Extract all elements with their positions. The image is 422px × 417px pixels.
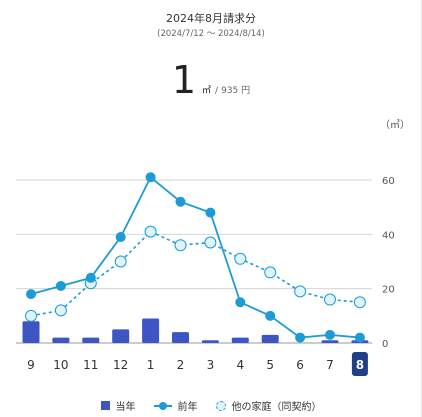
data-point-other-households — [294, 285, 307, 298]
data-point-previous-year — [205, 207, 216, 218]
data-point-other-households — [144, 225, 157, 238]
legend-other-households: 他の家庭（同契約） — [215, 398, 322, 413]
data-point-previous-year — [235, 297, 246, 308]
legend-bar-swatch — [100, 401, 110, 410]
data-point-previous-year — [295, 332, 306, 343]
data-point-previous-year — [265, 310, 276, 321]
bar — [231, 337, 249, 343]
bar — [112, 329, 130, 343]
bar — [142, 318, 160, 343]
data-point-previous-year — [354, 332, 365, 343]
data-point-previous-year — [145, 172, 156, 183]
data-point-other-households — [324, 293, 336, 306]
x-tick-label: 10 — [53, 358, 68, 372]
legend-current-year: 当年 — [100, 398, 136, 413]
chart-legend: 当年 前年 他の家庭（同契約） — [0, 398, 422, 413]
y-tick-label: 40 — [382, 230, 395, 241]
x-tick-label: 7 — [326, 358, 334, 372]
x-tick-label: 8 — [356, 358, 364, 372]
legend-line-swatch — [153, 401, 172, 411]
data-point-other-households — [25, 309, 37, 322]
data-point-previous-year — [26, 289, 36, 300]
bar — [261, 334, 279, 343]
data-point-other-households — [114, 255, 127, 268]
legend-dashed-swatch — [215, 400, 226, 411]
y-tick-label: 0 — [382, 339, 388, 350]
data-point-other-households — [353, 296, 366, 309]
series-line-previous-year — [30, 175, 360, 339]
x-tick-label: 12 — [113, 358, 128, 372]
bar — [82, 337, 100, 343]
x-tick-label: 4 — [236, 358, 244, 372]
selected-month-highlight — [351, 352, 368, 376]
bar — [172, 332, 189, 343]
data-point-other-households — [234, 252, 247, 265]
x-tick-label: 11 — [83, 358, 98, 372]
data-point-previous-year — [115, 232, 126, 243]
y-axis-unit: （㎥） — [380, 120, 410, 131]
data-point-previous-year — [55, 280, 66, 291]
legend-previous-year-label: 前年 — [177, 402, 198, 413]
usage-price: 935 円 — [221, 86, 251, 96]
series-line-other-households — [30, 230, 360, 317]
x-tick-label: 5 — [266, 358, 274, 372]
data-point-previous-year — [325, 329, 335, 340]
bar — [321, 340, 339, 343]
x-tick-label: 6 — [296, 358, 304, 372]
legend-current-year-label: 当年 — [115, 402, 136, 413]
y-tick-label: 60 — [382, 176, 395, 187]
data-point-other-households — [174, 239, 187, 252]
data-point-other-households — [264, 266, 277, 279]
bar — [52, 337, 70, 343]
bar — [201, 340, 219, 343]
bar — [22, 321, 40, 343]
data-point-previous-year — [175, 196, 186, 207]
data-point-previous-year — [85, 272, 96, 283]
y-tick-label: 20 — [382, 285, 395, 296]
billing-title: 2024年8月請求分 — [166, 12, 256, 25]
billing-period: (2024/7/12 〜 2024/8/14) — [157, 29, 265, 39]
x-tick-label: 3 — [207, 358, 215, 372]
usage-value: 1 — [171, 58, 197, 102]
x-tick-label: 2 — [177, 358, 185, 372]
usage-summary: 1 ㎥/935 円 — [0, 58, 422, 102]
legend-other-households-label: 他の家庭（同契約） — [231, 402, 322, 413]
data-point-other-households — [54, 304, 67, 317]
legend-previous-year: 前年 — [153, 398, 198, 413]
usage-unit: ㎥ — [202, 86, 212, 96]
x-tick-label: 1 — [147, 358, 155, 372]
x-tick-label: 9 — [27, 358, 35, 372]
data-point-other-households — [204, 236, 217, 249]
usage-separator: / — [215, 86, 219, 96]
